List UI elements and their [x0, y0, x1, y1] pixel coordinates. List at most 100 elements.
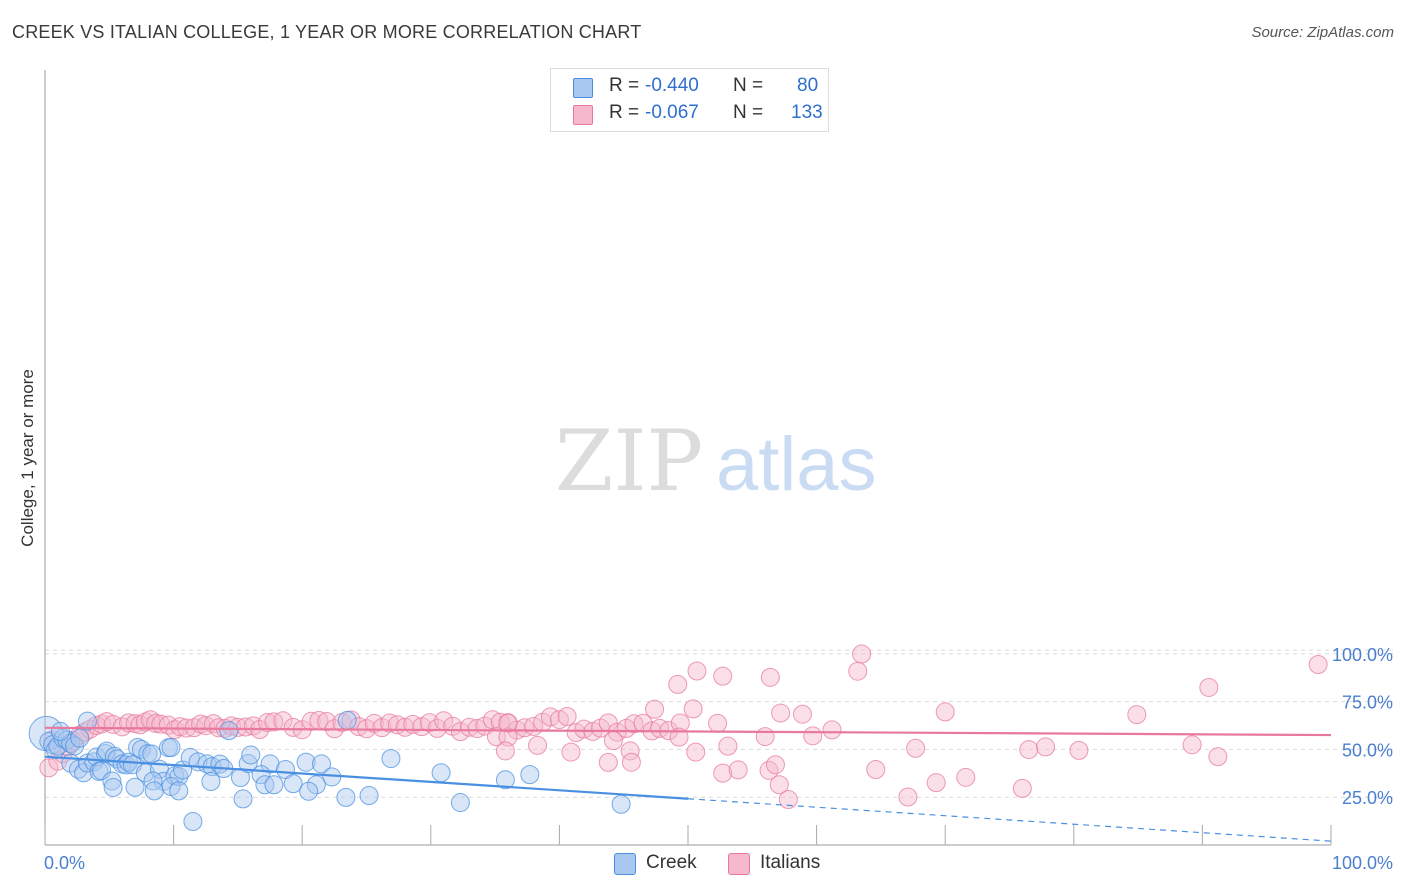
italians-point — [645, 699, 665, 719]
y-tick-label: 100.0% — [1332, 645, 1393, 665]
correlation-legend: R = -0.440 N = 80 R = -0.067 N = 133 — [550, 68, 829, 132]
creek-point — [50, 721, 70, 741]
italians-point — [728, 760, 748, 780]
italians-point — [708, 713, 728, 733]
bottom-legend-swatch-creek — [614, 853, 636, 875]
creek-point — [611, 794, 631, 814]
italians-point — [866, 759, 886, 779]
creek-point — [495, 770, 515, 790]
creek-point — [283, 774, 303, 794]
legend-n-label: N = — [733, 75, 764, 96]
creek-point — [233, 789, 253, 809]
legend-n-value-creek: 80 — [797, 75, 819, 96]
grid-lines — [45, 649, 1393, 798]
creek-point — [336, 787, 356, 807]
italians-point — [669, 727, 689, 747]
italians-point — [498, 727, 518, 747]
italians-point — [459, 717, 479, 737]
creek-point — [116, 755, 136, 775]
axes — [44, 70, 1332, 846]
creek-point — [103, 777, 123, 797]
creek-point — [169, 781, 189, 801]
creek-trend-line — [44, 755, 689, 800]
creek-point — [299, 781, 319, 801]
creek-point — [306, 775, 326, 795]
italians-point — [395, 717, 415, 737]
italians-point — [486, 727, 506, 747]
data-points — [28, 644, 1328, 831]
creek-point — [431, 763, 451, 783]
creek-point — [241, 745, 261, 765]
watermark-zip: ZIP — [555, 412, 703, 510]
creek-point — [219, 721, 239, 741]
italians-point — [1127, 705, 1147, 725]
legend-r-label: R = — [609, 75, 640, 96]
italians-point — [170, 717, 190, 737]
creek-point — [144, 781, 164, 801]
italians-point — [467, 719, 487, 739]
italians-point — [1069, 740, 1089, 760]
italians-point — [898, 787, 918, 807]
italians-point — [1012, 778, 1032, 798]
italians-point — [1036, 737, 1056, 757]
italians-point — [906, 738, 926, 758]
italians-point — [769, 775, 789, 795]
creek-point — [264, 775, 284, 795]
watermark: ZIP atlas — [555, 412, 877, 510]
legend-r-label: R = — [609, 102, 640, 123]
creek-point — [183, 811, 203, 831]
creek-point — [520, 765, 540, 785]
legend-n-value-italians: 133 — [791, 102, 823, 123]
x-tick-label: 0.0% — [44, 853, 85, 873]
source-label: Source: ZipAtlas.com — [1251, 24, 1394, 41]
italians-point — [561, 742, 581, 762]
trend-lines — [44, 726, 1332, 842]
italians-point — [1199, 677, 1219, 697]
creek-point — [311, 754, 331, 774]
italians-point — [848, 661, 868, 681]
y-tick-label: 25.0% — [1342, 788, 1393, 808]
italians-point — [243, 716, 263, 736]
italians-point — [621, 752, 641, 772]
creek-point — [359, 785, 379, 805]
italians-point — [822, 720, 842, 740]
creek-trend-extension — [687, 798, 1332, 842]
italians-point — [956, 767, 976, 787]
italians-point — [603, 731, 623, 751]
italians-point — [557, 707, 577, 727]
y-axis-label: College, 1 year or more — [18, 369, 37, 547]
watermark-atlas: atlas — [716, 422, 877, 507]
italians-point — [598, 752, 618, 772]
creek-point — [70, 728, 90, 748]
creek-point — [143, 771, 163, 791]
italians-point — [528, 735, 548, 755]
italians-point — [760, 667, 780, 687]
creek-point — [102, 771, 122, 791]
italians-point — [1019, 740, 1039, 760]
italians-point — [792, 704, 812, 724]
creek-point — [201, 772, 221, 792]
italians-point — [852, 644, 872, 664]
legend-r-value-creek: -0.440 — [645, 75, 699, 96]
italians-point — [498, 713, 518, 733]
italians-point — [771, 703, 791, 723]
creek-point — [296, 752, 316, 772]
italians-point — [1208, 747, 1228, 767]
legend-swatch-italians — [573, 105, 593, 125]
bottom-legend-label-creek: Creek — [646, 852, 697, 873]
x-tick-label: 100.0% — [1332, 853, 1393, 873]
italians-point — [935, 702, 955, 722]
italians-point — [718, 736, 738, 756]
italians-point — [349, 717, 369, 737]
chart-title: CREEK VS ITALIAN COLLEGE, 1 YEAR OR MORE… — [12, 22, 642, 42]
italians-point — [755, 727, 775, 747]
italians-point — [1308, 655, 1328, 675]
italians-point — [687, 661, 707, 681]
italians-point — [926, 773, 946, 793]
italians-point — [668, 674, 688, 694]
creek-point — [125, 777, 145, 797]
italians-point — [420, 713, 440, 733]
y-tick-label: 75.0% — [1342, 693, 1393, 713]
bottom-legend-swatch-italians — [728, 853, 750, 875]
